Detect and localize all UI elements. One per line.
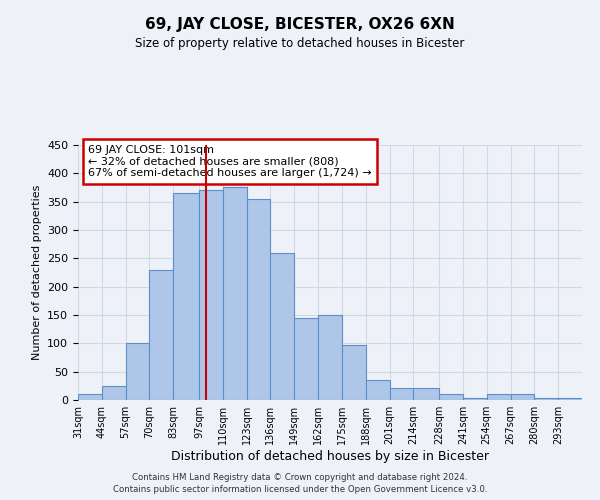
Y-axis label: Number of detached properties: Number of detached properties bbox=[32, 185, 41, 360]
Bar bbox=[413, 388, 439, 400]
Bar bbox=[535, 398, 558, 400]
Bar bbox=[149, 270, 173, 400]
Bar bbox=[271, 252, 294, 400]
Text: Size of property relative to detached houses in Bicester: Size of property relative to detached ho… bbox=[136, 38, 464, 51]
Bar bbox=[247, 199, 271, 400]
X-axis label: Distribution of detached houses by size in Bicester: Distribution of detached houses by size … bbox=[171, 450, 489, 463]
Bar bbox=[294, 318, 318, 400]
Text: Contains public sector information licensed under the Open Government Licence v3: Contains public sector information licen… bbox=[113, 485, 487, 494]
Bar bbox=[125, 344, 149, 400]
Bar bbox=[558, 398, 582, 400]
Text: 69, JAY CLOSE, BICESTER, OX26 6XN: 69, JAY CLOSE, BICESTER, OX26 6XN bbox=[145, 18, 455, 32]
Bar bbox=[173, 193, 199, 400]
Bar bbox=[102, 386, 125, 400]
Bar bbox=[342, 345, 366, 400]
Bar bbox=[366, 380, 389, 400]
Bar bbox=[511, 394, 535, 400]
Bar bbox=[487, 394, 511, 400]
Text: Contains HM Land Registry data © Crown copyright and database right 2024.: Contains HM Land Registry data © Crown c… bbox=[132, 474, 468, 482]
Text: 69 JAY CLOSE: 101sqm
← 32% of detached houses are smaller (808)
67% of semi-deta: 69 JAY CLOSE: 101sqm ← 32% of detached h… bbox=[88, 145, 372, 178]
Bar bbox=[199, 190, 223, 400]
Bar bbox=[318, 315, 342, 400]
Bar bbox=[463, 398, 487, 400]
Bar bbox=[439, 394, 463, 400]
Bar bbox=[78, 394, 102, 400]
Bar bbox=[389, 388, 413, 400]
Bar bbox=[223, 188, 247, 400]
